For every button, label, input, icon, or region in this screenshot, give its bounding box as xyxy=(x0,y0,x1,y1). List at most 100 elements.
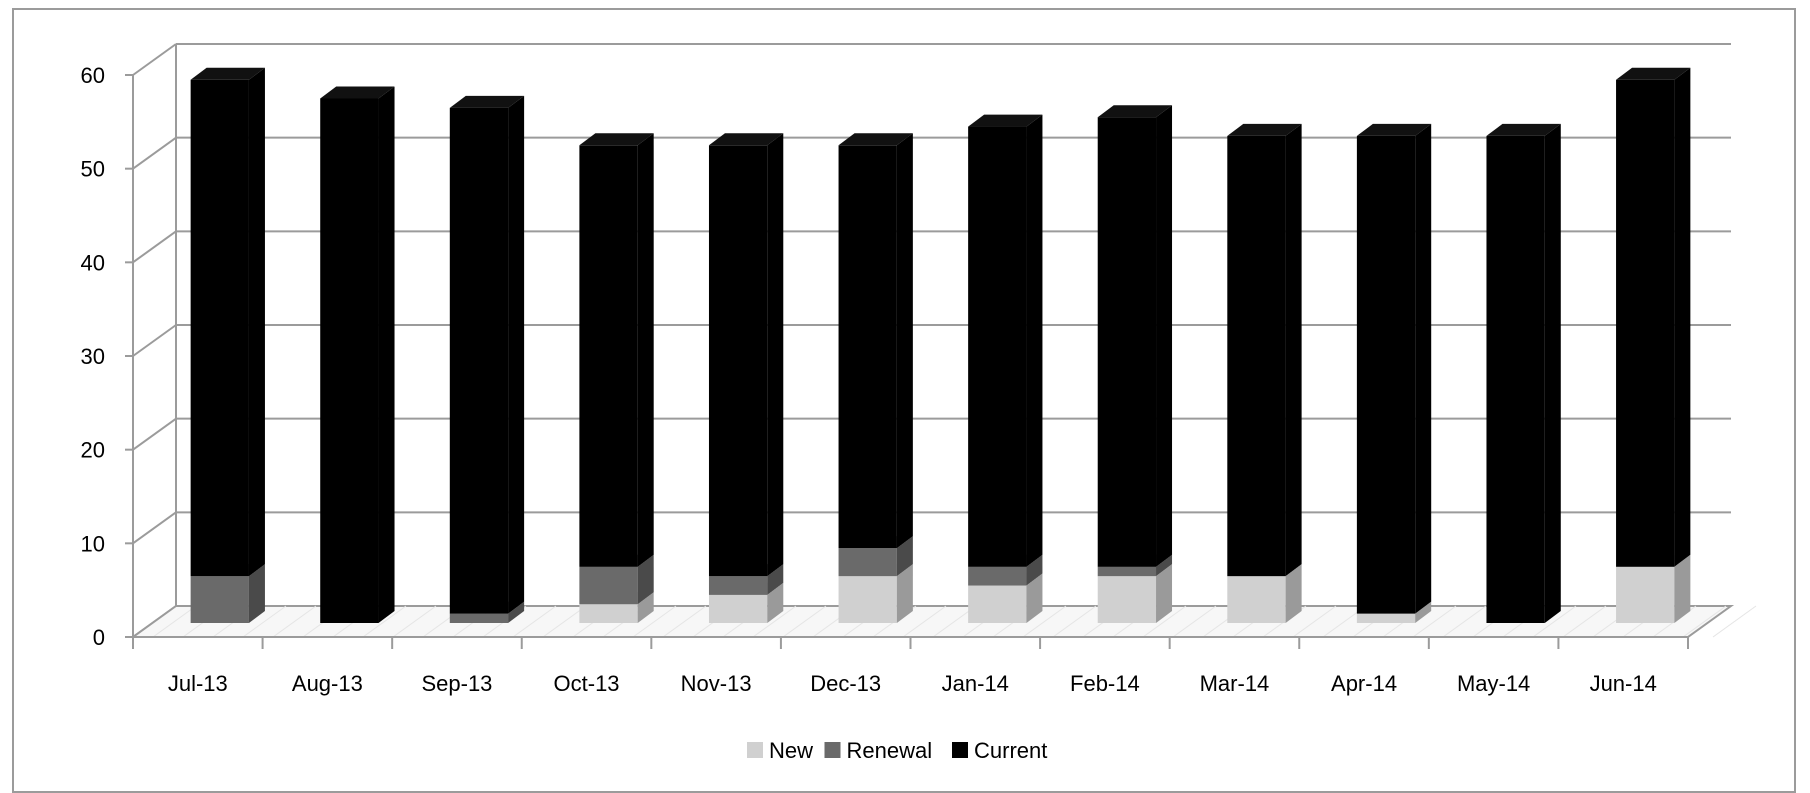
bar-front xyxy=(1356,613,1416,623)
floor-hatch xyxy=(782,605,827,638)
bar-front xyxy=(1097,566,1157,577)
legend-label: Renewal xyxy=(847,738,933,763)
bar-segment-current xyxy=(1486,123,1561,623)
bar-top xyxy=(1616,67,1691,80)
x-tick-label: Aug-13 xyxy=(292,671,363,696)
floor-hatch xyxy=(1682,605,1727,638)
floor-hatch xyxy=(512,605,557,638)
bar-front xyxy=(1227,135,1286,577)
bar-front xyxy=(579,145,638,567)
y-tick-label: 50 xyxy=(81,157,105,182)
bar-top xyxy=(1227,123,1302,136)
bar-segment-current xyxy=(190,67,265,577)
legend-item-current: Current xyxy=(952,738,1047,763)
floor-hatch xyxy=(1562,605,1607,638)
x-tick-label: Sep-13 xyxy=(421,671,492,696)
bar-side xyxy=(378,86,395,623)
y-tick-label: 20 xyxy=(81,438,105,463)
bar-side xyxy=(1026,554,1043,586)
x-tick-label: Dec-13 xyxy=(810,671,881,696)
y-tick-label: 10 xyxy=(81,531,105,556)
x-tick-label: Feb-14 xyxy=(1070,671,1140,696)
bar-segment-current xyxy=(449,95,525,614)
floor-hatch xyxy=(662,605,707,638)
bar-side xyxy=(896,564,913,623)
bar-side xyxy=(1285,564,1302,623)
gridline-diagonal xyxy=(132,417,177,451)
bar-front xyxy=(968,585,1027,623)
bar-front xyxy=(838,145,897,549)
y-tick-label: 0 xyxy=(93,625,105,650)
bar-side xyxy=(248,564,265,623)
bar-segment-current xyxy=(1356,123,1432,614)
bar-side xyxy=(637,592,654,623)
legend-swatch xyxy=(747,742,763,758)
floor-hatch xyxy=(1172,605,1217,638)
floor-hatch xyxy=(272,605,317,638)
bar-front xyxy=(1097,576,1157,623)
gridline-diagonal xyxy=(132,324,177,357)
y-tick-label: 40 xyxy=(81,250,105,275)
bar-side xyxy=(767,133,784,577)
bar-side xyxy=(1156,105,1173,567)
x-tick-label: Jan-14 xyxy=(942,671,1009,696)
floor-hatch xyxy=(1052,605,1097,638)
bar-segment-current xyxy=(579,133,654,567)
x-tick-label: May-14 xyxy=(1457,671,1530,696)
gridline-diagonal xyxy=(132,511,177,545)
bar-front xyxy=(708,576,768,595)
gridline-diagonal xyxy=(132,230,177,264)
x-tick-label: Jul-13 xyxy=(168,671,228,696)
legend-label: Current xyxy=(974,738,1047,763)
bar-front xyxy=(190,576,249,623)
bar-segment-current xyxy=(1616,67,1691,567)
bar-front xyxy=(579,604,638,623)
bar-side xyxy=(767,564,784,595)
bar-side xyxy=(637,554,654,605)
bar-front xyxy=(1227,576,1286,623)
floor-hatch xyxy=(1412,605,1457,638)
bar-side xyxy=(767,582,784,623)
bar-front xyxy=(1616,566,1675,623)
bar-front xyxy=(838,576,897,623)
bar-side xyxy=(248,67,265,577)
bar-front xyxy=(320,98,379,623)
bar-side xyxy=(1156,564,1173,623)
bar-top xyxy=(579,133,654,146)
floor-hatch xyxy=(1442,605,1487,638)
floor-hatch xyxy=(752,605,797,638)
bar-front xyxy=(968,566,1027,586)
x-tick-label: Mar-14 xyxy=(1200,671,1270,696)
floor-hatch xyxy=(1142,605,1187,638)
floor-hatch xyxy=(1292,605,1337,638)
floor-hatch xyxy=(1532,605,1577,638)
bar-front xyxy=(968,126,1027,567)
bar-front xyxy=(708,594,768,623)
bar-top xyxy=(1097,105,1173,118)
legend-item-renewal: Renewal xyxy=(824,738,933,763)
bar-top xyxy=(1486,123,1561,136)
bar-segment-current xyxy=(838,133,913,549)
gridline-diagonal xyxy=(132,136,177,170)
y-axis-ticks: 0 10 20 30 40 50 60 xyxy=(81,63,105,650)
floor-hatch xyxy=(242,605,287,638)
bar-top xyxy=(708,133,784,146)
bar-front xyxy=(838,548,897,577)
legend: New Renewal Current xyxy=(747,738,1047,763)
bar-side xyxy=(508,95,525,614)
bar-top xyxy=(190,67,265,80)
bar-front xyxy=(1356,135,1416,614)
x-tick-label: Jun-14 xyxy=(1590,671,1657,696)
bar-side xyxy=(1674,554,1691,623)
bar-side xyxy=(1026,114,1043,567)
bar-top xyxy=(320,86,395,99)
y-tick-label: 60 xyxy=(81,63,105,88)
x-axis-ticks: Jul-13 Aug-13 Sep-13 Oct-13 Nov-13 Dec-13 Jan-… xyxy=(132,636,1689,696)
legend-item-new: New xyxy=(747,738,813,763)
bar-side xyxy=(896,536,913,577)
bar-side xyxy=(508,601,525,623)
bar-front xyxy=(190,79,249,577)
legend-label: New xyxy=(769,738,813,763)
bar-front xyxy=(708,145,768,577)
